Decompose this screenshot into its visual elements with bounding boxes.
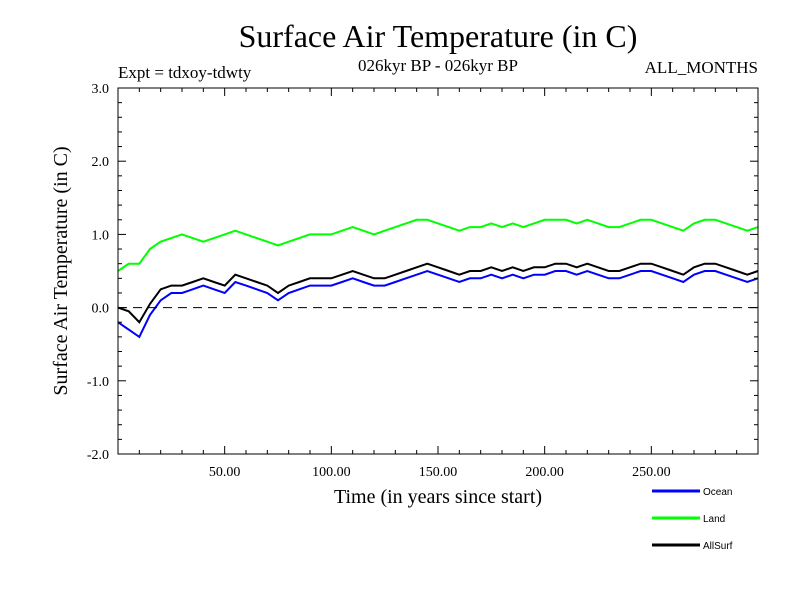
x-tick-label: 50.00 <box>209 465 241 480</box>
series-line-ocean <box>117 269 759 339</box>
series-line-land <box>117 218 759 272</box>
series-line-allsurf <box>117 262 759 324</box>
experiment-label: Expt = tdxoy-tdwty <box>118 63 252 82</box>
x-tick-label: 150.00 <box>419 465 458 480</box>
x-tick-label: 200.00 <box>525 465 564 480</box>
y-axis-label: Surface Air Temperature (in C) <box>50 146 72 395</box>
plot-area <box>117 218 759 339</box>
legend-label-ocean: Ocean <box>703 487 732 498</box>
y-tick-label: 3.0 <box>92 82 110 97</box>
legend-label-land: Land <box>703 514 725 525</box>
legend-label-allsurf: AllSurf <box>703 541 733 552</box>
x-axis-label: Time (in years since start) <box>334 486 542 508</box>
y-tick-label: -1.0 <box>87 375 109 390</box>
axis-ticks: 50.00 100.00 150.00 200.00 250.00 -2.0 -1.0 0.0… <box>87 82 758 480</box>
chart-title: Surface Air Temperature (in C) <box>239 18 638 54</box>
x-tick-label: 250.00 <box>632 465 671 480</box>
period-label: ALL_MONTHS <box>645 58 758 77</box>
y-tick-label: 0.0 <box>92 302 110 317</box>
chart-subtitle: 026kyr BP - 026kyr BP <box>358 56 518 75</box>
legend: Ocean Land AllSurf <box>652 487 733 552</box>
y-tick-label: 2.0 <box>92 155 110 170</box>
y-tick-label: -2.0 <box>87 448 109 463</box>
x-tick-label: 100.00 <box>312 465 351 480</box>
y-tick-label: 1.0 <box>92 228 110 243</box>
